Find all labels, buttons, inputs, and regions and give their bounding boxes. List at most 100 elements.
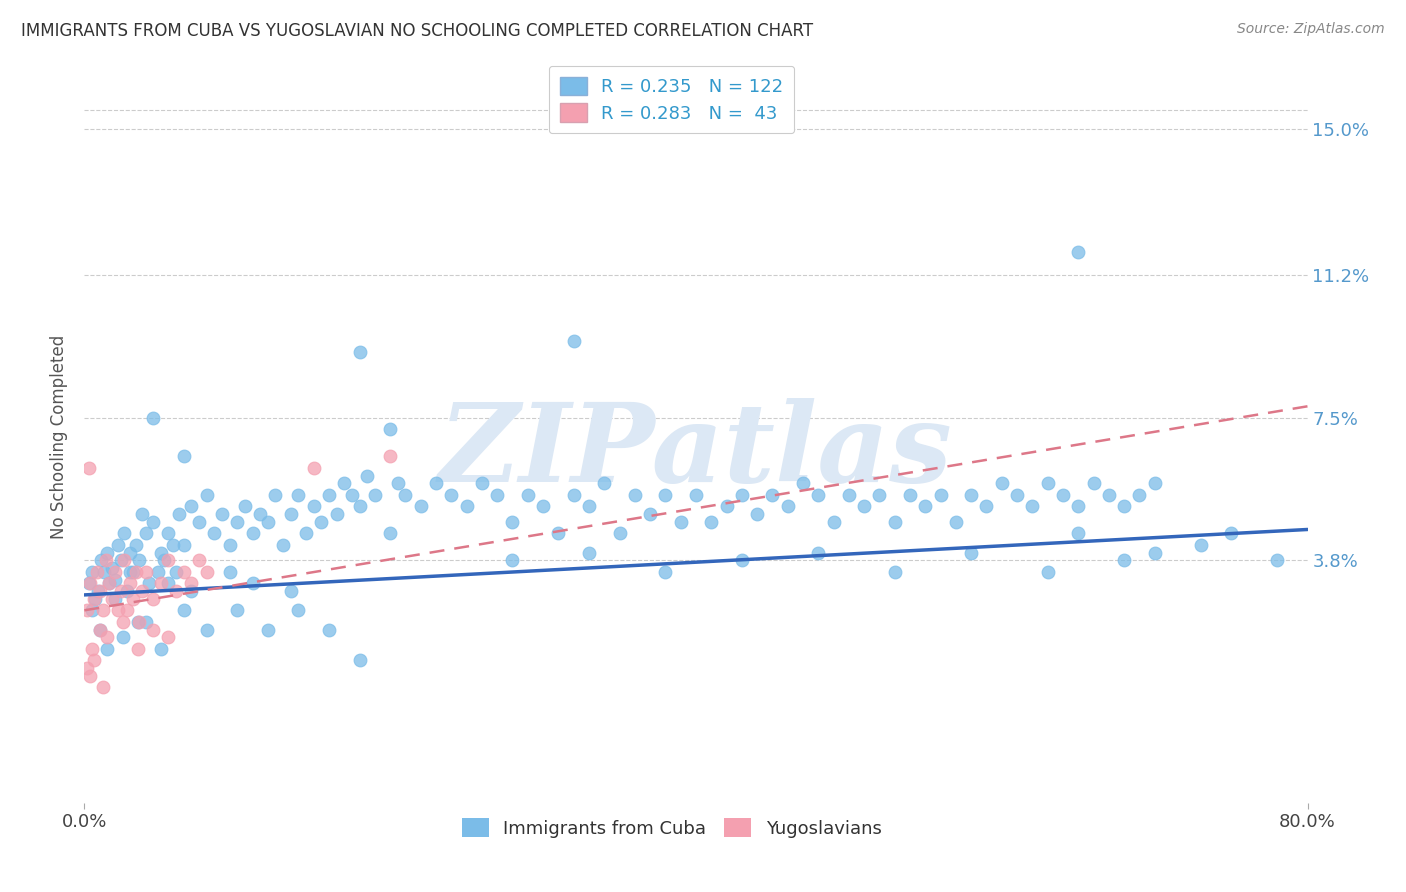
Point <box>111 615 134 629</box>
Point <box>110 584 132 599</box>
Point <box>502 553 524 567</box>
Text: ZIPatlas: ZIPatlas <box>439 398 953 506</box>
Point <box>93 565 115 579</box>
Point <box>654 488 676 502</box>
Point <box>115 584 138 599</box>
Point <box>167 507 190 521</box>
Point <box>91 681 114 695</box>
Point <box>669 515 692 529</box>
Point <box>302 500 325 514</box>
Point <box>84 591 107 606</box>
Point <box>1220 526 1243 541</box>
Point <box>97 576 120 591</box>
Point <box>86 565 108 579</box>
Point <box>195 488 218 502</box>
Point <box>131 507 153 521</box>
Point <box>76 661 98 675</box>
Point <box>249 507 271 521</box>
Point <box>135 615 157 629</box>
Point <box>1083 476 1105 491</box>
Point <box>96 545 118 559</box>
Point <box>87 584 110 599</box>
Point <box>149 545 172 559</box>
Point <box>1036 565 1059 579</box>
Point <box>654 565 676 579</box>
Point <box>101 591 124 606</box>
Point <box>761 488 783 502</box>
Point <box>883 565 905 579</box>
Point <box>1143 476 1166 491</box>
Point <box>80 603 103 617</box>
Point <box>349 653 371 667</box>
Point <box>157 553 180 567</box>
Point <box>188 553 211 567</box>
Point <box>94 553 117 567</box>
Point <box>188 515 211 529</box>
Point <box>380 422 402 436</box>
Point <box>1189 538 1212 552</box>
Point <box>195 623 218 637</box>
Point <box>287 603 309 617</box>
Point <box>157 526 180 541</box>
Point <box>1005 488 1028 502</box>
Point <box>122 565 145 579</box>
Point <box>173 565 195 579</box>
Point <box>142 623 165 637</box>
Point <box>1114 500 1136 514</box>
Point <box>991 476 1014 491</box>
Point <box>1067 526 1090 541</box>
Point <box>562 488 585 502</box>
Point <box>364 488 387 502</box>
Point <box>83 591 105 606</box>
Point <box>1021 500 1043 514</box>
Point <box>1143 545 1166 559</box>
Point <box>107 603 129 617</box>
Point <box>287 488 309 502</box>
Point <box>823 515 845 529</box>
Point <box>122 591 145 606</box>
Point <box>142 410 165 425</box>
Point <box>731 488 754 502</box>
Point <box>76 603 98 617</box>
Point <box>120 545 142 559</box>
Point <box>128 615 150 629</box>
Point <box>111 630 134 644</box>
Point <box>128 553 150 567</box>
Point <box>700 515 723 529</box>
Point <box>142 515 165 529</box>
Point <box>80 641 103 656</box>
Point <box>153 553 176 567</box>
Point <box>162 538 184 552</box>
Point <box>79 576 101 591</box>
Point <box>157 576 180 591</box>
Point <box>356 468 378 483</box>
Point <box>195 565 218 579</box>
Point <box>869 488 891 502</box>
Point <box>104 565 127 579</box>
Point <box>89 584 111 599</box>
Point <box>91 603 114 617</box>
Point <box>731 553 754 567</box>
Point <box>1067 500 1090 514</box>
Point <box>1036 476 1059 491</box>
Point <box>165 584 187 599</box>
Point <box>280 584 302 599</box>
Point <box>180 500 202 514</box>
Point <box>349 345 371 359</box>
Point <box>125 538 148 552</box>
Point <box>77 461 100 475</box>
Point <box>97 576 120 591</box>
Point <box>142 591 165 606</box>
Point <box>295 526 318 541</box>
Point <box>547 526 569 541</box>
Point <box>807 545 830 559</box>
Point <box>112 526 135 541</box>
Y-axis label: No Schooling Completed: No Schooling Completed <box>51 335 69 539</box>
Point <box>110 553 132 567</box>
Point <box>807 488 830 502</box>
Text: IMMIGRANTS FROM CUBA VS YUGOSLAVIAN NO SCHOOLING COMPLETED CORRELATION CHART: IMMIGRANTS FROM CUBA VS YUGOSLAVIAN NO S… <box>21 22 813 40</box>
Point <box>90 553 112 567</box>
Point <box>747 507 769 521</box>
Point <box>104 573 127 587</box>
Point <box>218 565 240 579</box>
